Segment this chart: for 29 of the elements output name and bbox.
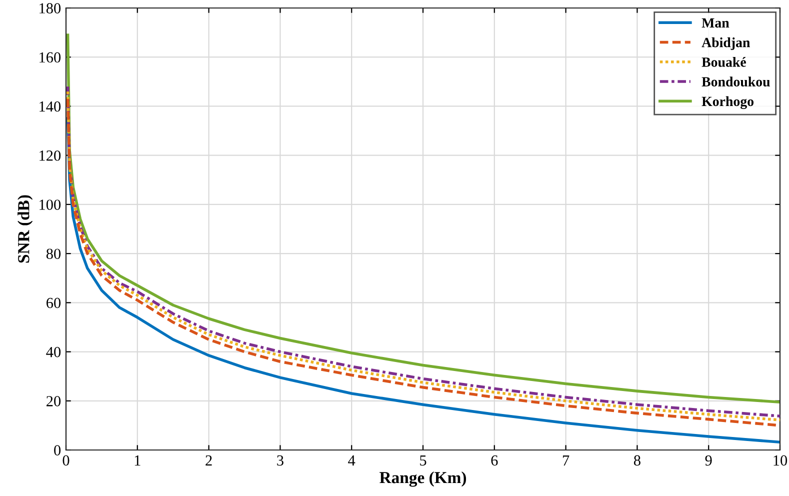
legend-label: Korhogo: [702, 96, 754, 110]
x-tick-label: 6: [491, 455, 498, 466]
y-tick-label: 100: [40, 200, 61, 210]
legend-label: Man: [702, 18, 730, 28]
x-tick-label: 1: [134, 455, 140, 466]
x-tick-label: 2: [206, 455, 212, 466]
legend-label: Abidjan: [702, 37, 750, 50]
x-tick-label: 8: [634, 455, 640, 466]
x-tick-label: 7: [562, 455, 570, 466]
x-tick-label: 0: [62, 455, 70, 466]
y-tick-label: 40: [46, 346, 61, 358]
y-tick-label: 160: [40, 52, 61, 63]
x-tick-label: 3: [277, 455, 284, 466]
y-tick-label: 120: [40, 150, 61, 161]
y-tick-label: 20: [46, 396, 61, 406]
y-tick-label: 60: [46, 298, 61, 308]
legend-label: Bouaké: [702, 57, 746, 67]
x-tick-label: 5: [420, 455, 426, 466]
y-tick-label: 140: [40, 101, 61, 112]
y-axis-title: SNR (dB): [18, 195, 33, 263]
y-tick-label: 180: [40, 3, 61, 14]
x-tick-label: 9: [705, 455, 712, 466]
line-series: [66, 34, 780, 404]
x-tick-label: 4: [348, 455, 356, 466]
x-tick-label: 10: [774, 455, 788, 466]
legend-label: Bondoukou: [702, 76, 770, 86]
y-tick-label: 0: [54, 445, 61, 456]
y-tick-label: 80: [46, 248, 61, 260]
x-axis-title: Range (Km): [380, 471, 466, 487]
